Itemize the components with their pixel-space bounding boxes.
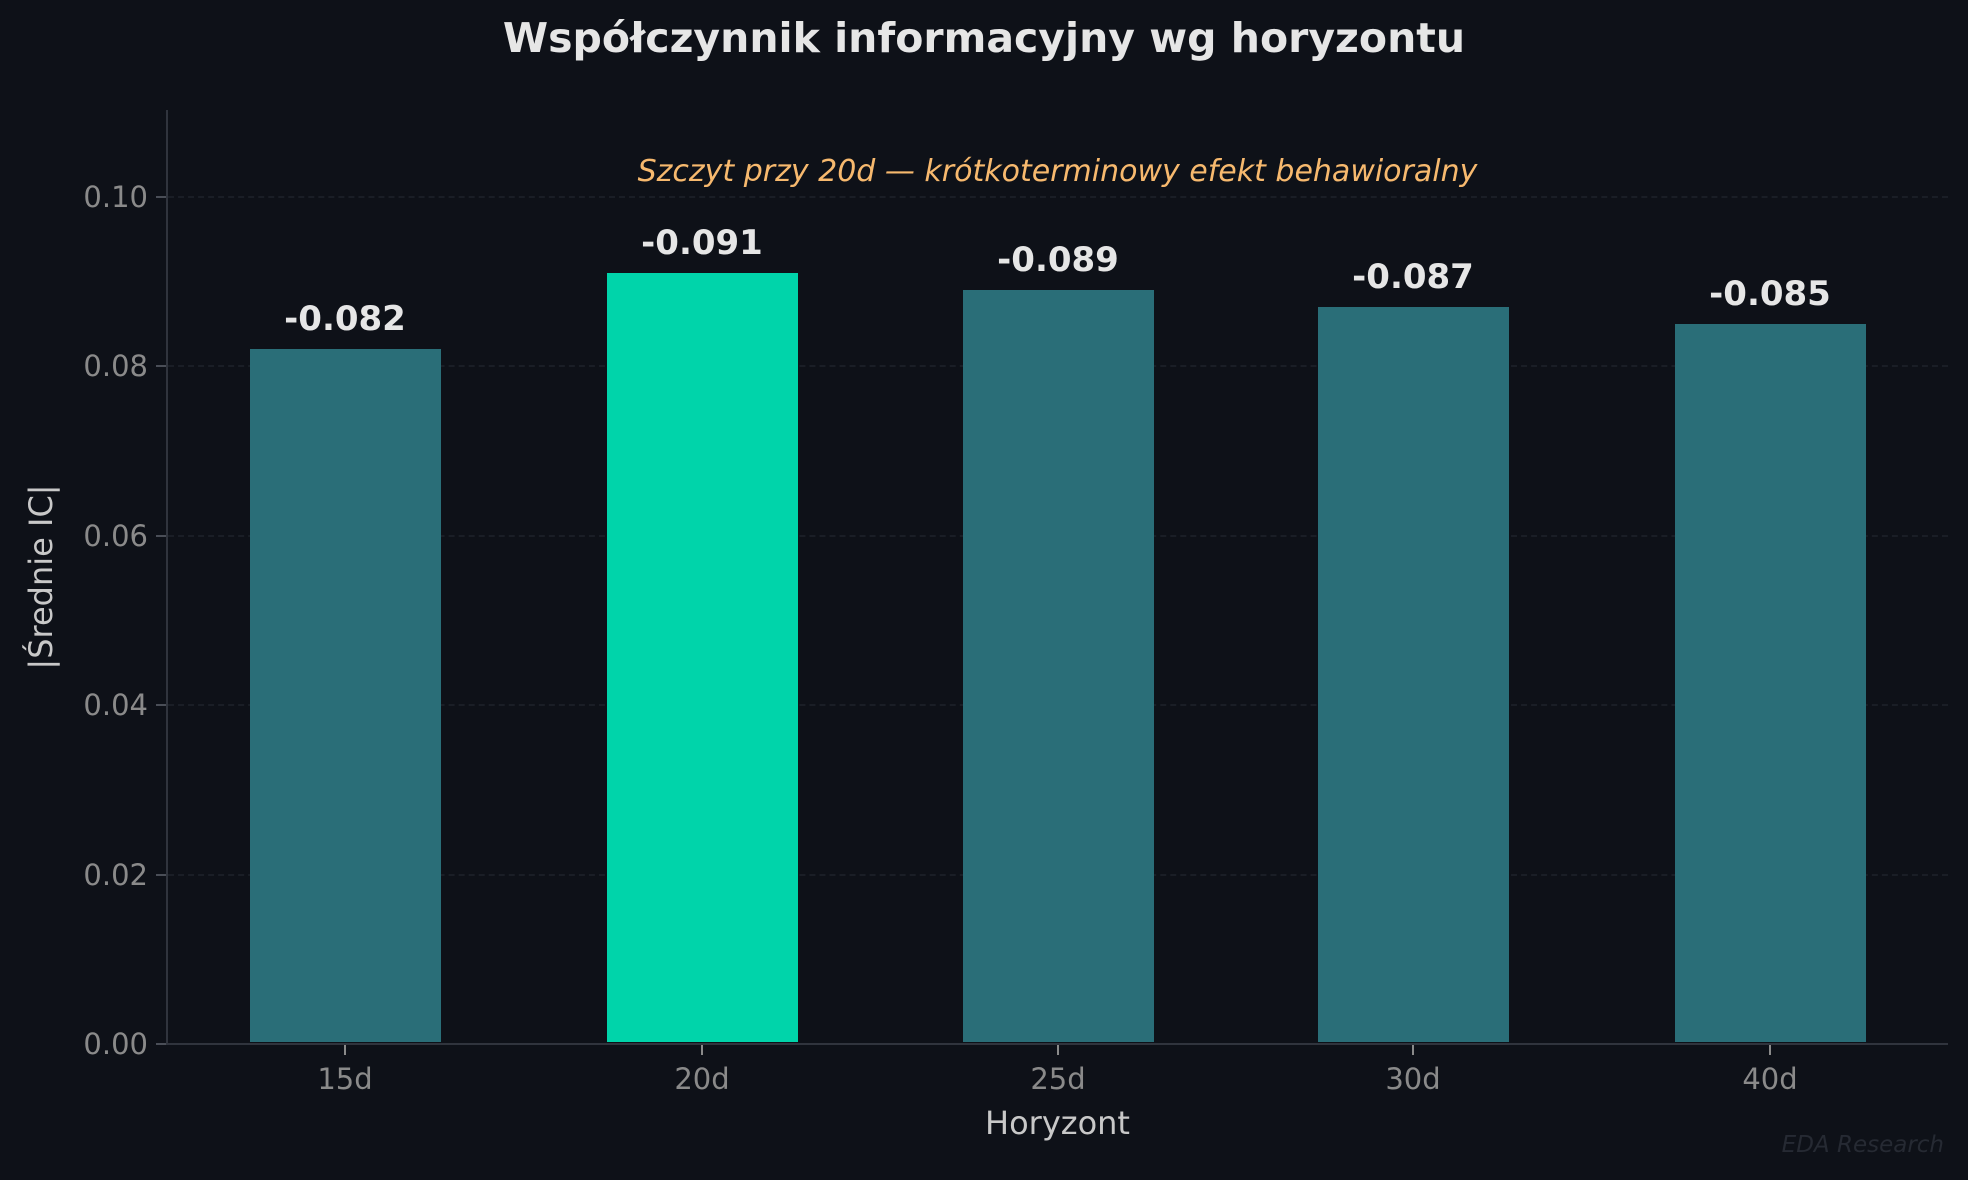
- x-tick-mark: [1769, 1045, 1771, 1055]
- x-tick-label: 40d: [1742, 1062, 1798, 1096]
- bar-15d[interactable]: [249, 349, 441, 1042]
- y-tick-label: 0.00: [83, 1027, 148, 1061]
- x-tick-mark: [1057, 1045, 1059, 1055]
- x-axis-label: Horyzont: [985, 1104, 1130, 1142]
- y-tick-mark: [156, 196, 166, 198]
- gridline: [168, 196, 1948, 198]
- y-axis-label: |Średnie IC|: [22, 484, 60, 670]
- chart-annotation: Szczyt przy 20d — krótkoterminowy efekt …: [637, 154, 1478, 189]
- y-tick-label: 0.08: [83, 349, 148, 384]
- bar-40d[interactable]: [1674, 324, 1866, 1042]
- x-tick-mark: [344, 1045, 346, 1055]
- value-label: -0.087: [1352, 257, 1474, 298]
- x-tick-label: 15d: [317, 1062, 373, 1096]
- value-label: -0.091: [641, 223, 763, 264]
- y-tick-mark: [156, 873, 166, 876]
- bar-25d[interactable]: [962, 290, 1154, 1042]
- y-tick-mark: [156, 534, 166, 537]
- chart-title: Współczynnik informacyjny wg horyzontu: [502, 14, 1466, 62]
- value-label: -0.089: [997, 240, 1119, 281]
- x-tick-label: 30d: [1385, 1062, 1441, 1096]
- y-tick-label: 0.04: [83, 688, 148, 723]
- x-tick-label: 20d: [674, 1062, 730, 1096]
- y-tick-mark: [156, 1043, 166, 1045]
- bar-20d[interactable]: [606, 273, 798, 1042]
- x-tick-mark: [1412, 1045, 1414, 1055]
- y-tick-label: 0.06: [83, 518, 148, 553]
- watermark: EDA Research: [1781, 1132, 1944, 1158]
- x-tick-mark: [701, 1045, 703, 1055]
- y-axis-spine: [166, 110, 168, 1045]
- y-tick-mark: [156, 704, 166, 707]
- value-label: -0.082: [284, 299, 406, 340]
- x-axis-spine: [166, 1043, 1948, 1045]
- x-tick-label: 25d: [1030, 1062, 1086, 1096]
- y-tick-mark: [156, 365, 166, 368]
- y-tick-label: 0.02: [83, 857, 148, 892]
- y-tick-label: 0.10: [83, 180, 148, 214]
- bar-30d[interactable]: [1317, 307, 1509, 1042]
- value-label: -0.085: [1709, 274, 1831, 315]
